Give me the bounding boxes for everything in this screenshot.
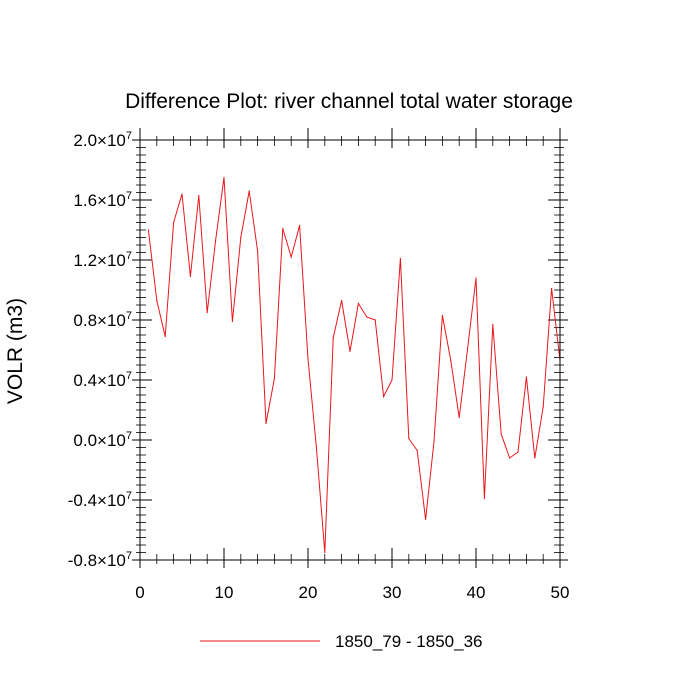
y-tick-label: 0.0×107 (73, 430, 132, 450)
data-point (458, 416, 460, 419)
data-point (408, 437, 410, 440)
data-point (282, 227, 284, 230)
data-point (416, 449, 418, 452)
data-point (366, 316, 368, 318)
chart-title: Difference Plot: river channel total wat… (125, 90, 573, 113)
y-tick-label: -0.8×107 (68, 550, 132, 570)
data-point (399, 257, 401, 260)
data-point (290, 256, 292, 258)
axis-ticks (132, 128, 568, 568)
data-point (315, 446, 317, 449)
x-tick-label: 40 (467, 583, 486, 602)
data-point (483, 497, 485, 500)
data-point (525, 376, 528, 378)
x-tick-label: 20 (299, 583, 318, 602)
data-point (189, 275, 191, 278)
x-tick-label: 50 (551, 583, 570, 602)
data-point (173, 221, 175, 224)
data-point (467, 347, 469, 350)
y-tick-label: 2.0×107 (73, 130, 132, 150)
data-point (534, 457, 536, 459)
data-point (231, 320, 233, 323)
data-point (240, 236, 242, 239)
data-point (517, 451, 519, 453)
data-point (147, 229, 149, 231)
data-point (307, 358, 309, 360)
y-tick-label: 1.6×107 (73, 190, 132, 210)
data-point (257, 250, 259, 252)
data-point (542, 406, 544, 408)
data-series (147, 176, 561, 554)
data-point (551, 287, 553, 290)
data-point (341, 299, 343, 302)
x-tick-label: 10 (215, 583, 234, 602)
data-point (500, 433, 502, 435)
data-point (273, 377, 275, 380)
series-line (147, 177, 561, 553)
data-point (374, 319, 376, 321)
data-point (509, 457, 511, 459)
tick-labels: 0 10 20 30 40 50 -0.8×107 -0.4×107 0.0×107 0.4×10… (68, 130, 570, 602)
data-point (441, 314, 443, 317)
data-point (324, 551, 326, 554)
y-tick-label: 1.2×107 (73, 250, 132, 270)
y-tick-label: -0.4×107 (68, 490, 132, 510)
data-point (198, 194, 200, 197)
data-point (475, 277, 477, 279)
data-point (223, 176, 225, 179)
data-point (433, 440, 435, 443)
data-point (181, 193, 183, 195)
y-axis-label: VOLR (m3) (4, 298, 27, 404)
data-point (450, 359, 452, 362)
x-tick-label: 30 (383, 583, 402, 602)
legend: 1850_79 - 1850_36 (200, 632, 482, 651)
y-tick-label: 0.4×107 (73, 370, 132, 390)
data-point (357, 302, 359, 305)
y-tick-label: 0.8×107 (73, 310, 132, 330)
data-point (265, 422, 267, 425)
data-point (299, 224, 301, 227)
data-point (215, 239, 217, 242)
data-point (332, 337, 334, 339)
data-point (391, 379, 393, 381)
data-point (206, 311, 208, 314)
data-point (156, 299, 158, 302)
data-point (425, 518, 427, 521)
x-tick-label: 0 (135, 583, 144, 602)
legend-label: 1850_79 - 1850_36 (335, 632, 482, 651)
data-point (349, 350, 351, 353)
data-point (248, 190, 250, 192)
data-point (164, 335, 166, 338)
data-point (383, 395, 385, 398)
data-point (492, 323, 494, 326)
plot-frame (139, 139, 561, 561)
